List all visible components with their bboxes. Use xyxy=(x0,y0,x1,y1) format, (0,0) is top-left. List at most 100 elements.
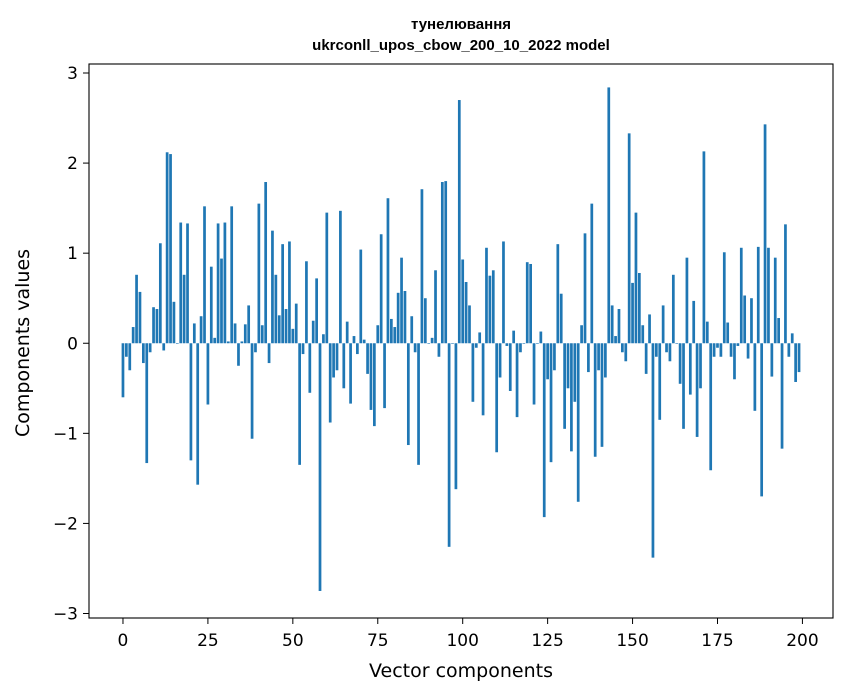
bar-27 xyxy=(213,337,217,344)
bar-67 xyxy=(349,343,352,404)
bar-56 xyxy=(311,320,315,344)
bar-44 xyxy=(271,230,274,344)
bar-129 xyxy=(559,293,563,344)
bar-6 xyxy=(142,343,145,364)
y-tick-label: 0 xyxy=(67,334,78,354)
bar-149 xyxy=(627,133,631,344)
bar-3 xyxy=(131,327,135,344)
bar-9 xyxy=(152,307,155,344)
bar-90 xyxy=(427,343,431,344)
bar-176 xyxy=(719,343,723,357)
bar-165 xyxy=(682,343,685,429)
y-tick-label: 3 xyxy=(67,64,78,84)
bar-110 xyxy=(495,343,499,453)
bar-143 xyxy=(607,87,611,344)
bar-19 xyxy=(186,223,189,344)
bar-185 xyxy=(750,298,753,344)
bar-10 xyxy=(155,309,159,344)
bar-132 xyxy=(570,343,573,452)
bar-1 xyxy=(125,343,128,357)
bar-92 xyxy=(434,270,437,344)
bar-179 xyxy=(729,343,733,357)
x-tick-label: 200 xyxy=(786,631,818,651)
bar-120 xyxy=(529,263,532,344)
bar-28 xyxy=(216,223,220,344)
bar-155 xyxy=(648,314,651,344)
bar-174 xyxy=(712,343,716,357)
bar-98 xyxy=(454,343,458,490)
bar-125 xyxy=(546,343,549,380)
bar-139 xyxy=(593,343,597,457)
bar-107 xyxy=(485,247,488,344)
bar-50 xyxy=(291,328,295,344)
x-tick-label: 50 xyxy=(282,631,304,651)
bar-95 xyxy=(444,181,448,344)
bar-14 xyxy=(169,154,172,344)
bar-171 xyxy=(702,151,706,344)
bar-29 xyxy=(220,258,223,344)
bar-178 xyxy=(726,322,730,344)
bar-108 xyxy=(488,275,492,344)
bar-7 xyxy=(145,343,149,464)
bar-68 xyxy=(352,336,356,344)
y-tick-label: −3 xyxy=(53,604,78,624)
bar-99 xyxy=(457,100,461,344)
bar-72 xyxy=(366,343,369,374)
bar-48 xyxy=(284,309,288,344)
chart-title-line1: тунелювання xyxy=(411,16,511,33)
bar-91 xyxy=(430,337,434,344)
bar-119 xyxy=(525,262,529,344)
bar-18 xyxy=(182,274,186,344)
bar-167 xyxy=(688,343,692,395)
bar-122 xyxy=(536,343,539,344)
bar-135 xyxy=(580,325,583,344)
bar-58 xyxy=(318,343,322,591)
bar-195 xyxy=(784,224,787,344)
bar-146 xyxy=(617,309,621,344)
bar-128 xyxy=(556,244,560,344)
bar-23 xyxy=(199,316,203,344)
x-tick-label: 75 xyxy=(367,631,389,651)
x-tick-label: 125 xyxy=(531,631,563,651)
bar-182 xyxy=(739,247,743,344)
bar-47 xyxy=(281,244,284,344)
bar-0 xyxy=(121,343,125,398)
bar-197 xyxy=(790,333,794,344)
bar-104 xyxy=(474,343,478,348)
bar-33 xyxy=(233,323,237,344)
bar-93 xyxy=(437,343,441,357)
bar-148 xyxy=(624,343,628,362)
bar-83 xyxy=(403,291,407,344)
bar-121 xyxy=(532,343,536,405)
bar-24 xyxy=(203,206,206,344)
bar-166 xyxy=(685,257,689,344)
bar-109 xyxy=(491,270,495,344)
bar-86 xyxy=(413,343,417,353)
y-axis-label: Components values xyxy=(12,249,34,437)
bar-189 xyxy=(763,124,767,344)
bar-164 xyxy=(678,343,682,384)
bar-151 xyxy=(634,212,638,344)
x-axis-ticks: 0 25 50 75 100 125 150 175 200 xyxy=(118,618,819,651)
bar-55 xyxy=(308,343,312,393)
bar-140 xyxy=(597,343,600,371)
plot-frame xyxy=(88,63,834,619)
bar-89 xyxy=(423,298,427,344)
bar-156 xyxy=(651,343,655,558)
bar-85 xyxy=(410,316,414,344)
bar-12 xyxy=(162,343,166,351)
bar-36 xyxy=(243,324,247,344)
bar-65 xyxy=(342,343,346,389)
bar-88 xyxy=(420,189,424,344)
bar-152 xyxy=(638,272,641,344)
x-tick-label: 175 xyxy=(701,631,733,651)
bar-186 xyxy=(753,343,757,411)
bar-26 xyxy=(209,266,213,344)
bar-73 xyxy=(369,343,373,410)
bar-123 xyxy=(539,331,543,344)
bar-154 xyxy=(644,343,648,374)
bar-147 xyxy=(621,343,624,353)
bar-42 xyxy=(264,182,268,344)
y-tick-label: −2 xyxy=(53,514,78,534)
bar-25 xyxy=(206,343,210,405)
